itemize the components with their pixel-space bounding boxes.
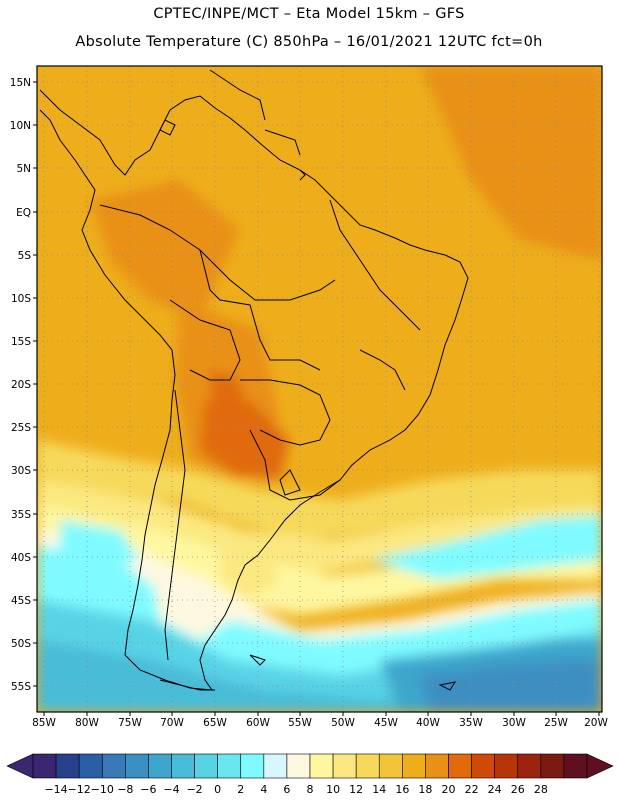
lon-label: 80W <box>75 717 99 729</box>
colorbar-labels: −14 −12 −10 −8 −6 −4 −2 0 2 4 6 8 10 12 14 16 18 20 22 24 26… <box>44 783 547 796</box>
lat-label: 55S <box>11 681 31 693</box>
colorbar-label: −4 <box>163 783 179 796</box>
lat-label: 10S <box>11 293 31 305</box>
colorbar-label: 14 <box>372 783 386 796</box>
colorbar-right-arrow <box>586 753 614 779</box>
colorbar-label: −10 <box>91 783 114 796</box>
lon-label: 65W <box>203 717 227 729</box>
colorbar-label: −12 <box>68 783 91 796</box>
temperature-field <box>37 66 602 712</box>
lon-label: 85W <box>32 717 56 729</box>
colorbar-label: 12 <box>349 783 363 796</box>
colorbar-swatch <box>494 753 519 779</box>
colorbar-label: 26 <box>511 783 525 796</box>
coastlines <box>39 69 469 691</box>
colorbar-swatch <box>148 753 172 779</box>
colorbar-swatch <box>309 753 334 779</box>
colorbar-label: 20 <box>442 783 456 796</box>
colorbar-swatch <box>263 753 288 779</box>
lon-label: 30W <box>502 717 526 729</box>
colorbar-label: −2 <box>186 783 202 796</box>
lon-label: 40W <box>416 717 440 729</box>
colorbar-label: 0 <box>214 783 221 796</box>
colorbar-label: 10 <box>326 783 340 796</box>
lat-label: 50S <box>11 638 31 650</box>
lat-label: 10N <box>10 120 31 132</box>
lat-label: EQ <box>16 207 31 219</box>
title-line-1: CPTEC/INPE/MCT – Eta Model 15km – GFS <box>153 6 465 22</box>
lon-label: 25W <box>544 717 568 729</box>
title-line-2: Absolute Temperature (C) 850hPa – 16/01/… <box>75 34 543 50</box>
colorbar-swatch <box>240 753 265 779</box>
longitude-ticks <box>43 712 600 716</box>
latitude-ticks <box>33 81 37 687</box>
colorbar-label: 16 <box>395 783 409 796</box>
colorbar-swatch <box>425 753 449 779</box>
colorbar-swatch <box>286 753 311 779</box>
colorbar-label: 28 <box>534 783 548 796</box>
colorbar-swatch <box>448 753 472 779</box>
colorbar-label: 18 <box>418 783 432 796</box>
lon-label: 20W <box>584 717 608 729</box>
colorbar-label: 8 <box>307 783 314 796</box>
colorbar-swatch <box>101 753 126 779</box>
colorbar-label: −8 <box>117 783 133 796</box>
lon-label: 45W <box>374 717 398 729</box>
graticule <box>37 66 602 712</box>
lat-label: 45S <box>11 595 31 607</box>
lat-label: 35S <box>11 509 31 521</box>
colorbar-label: 6 <box>283 783 290 796</box>
lon-label: 75W <box>118 717 142 729</box>
colorbar-swatch <box>471 753 495 779</box>
lat-label: 30S <box>11 465 31 477</box>
colorbar-label: −6 <box>140 783 156 796</box>
lon-label: 60W <box>246 717 270 729</box>
colorbar-swatch <box>194 753 218 779</box>
colorbar-left-arrow <box>6 753 34 779</box>
lon-label: 35W <box>459 717 483 729</box>
colorbar-swatch <box>563 753 588 779</box>
colorbar-swatch <box>540 753 565 779</box>
lat-label: 15N <box>10 77 31 89</box>
colorbar-swatch <box>125 753 149 779</box>
map-frame <box>36 65 603 713</box>
colorbar-swatch <box>78 753 103 779</box>
lat-label: 5N <box>16 163 31 175</box>
lat-label: 25S <box>11 422 31 434</box>
colorbar-swatch <box>355 753 380 779</box>
longitude-labels: 85W 80W 75W 70W 65W 60W 55W 50W 45W 40W … <box>32 717 608 729</box>
lat-label: 15S <box>11 336 31 348</box>
colorbar-label: −14 <box>44 783 67 796</box>
colorbar-label: 24 <box>488 783 502 796</box>
lat-label: 20S <box>11 379 31 391</box>
colorbar-swatch <box>171 753 195 779</box>
colorbar-swatch <box>55 753 80 779</box>
colorbar-label: 4 <box>260 783 267 796</box>
colorbar-swatch <box>332 753 357 779</box>
lon-label: 70W <box>160 717 184 729</box>
colorbar <box>6 753 614 779</box>
colorbar-swatch <box>32 753 57 779</box>
lat-label: 5S <box>18 250 32 262</box>
colorbar-swatch <box>378 753 403 779</box>
colorbar-swatch <box>517 753 542 779</box>
colorbar-swatch <box>402 753 426 779</box>
lat-label: 40S <box>11 552 31 564</box>
colorbar-swatch <box>217 753 242 779</box>
colorbar-label: 2 <box>237 783 244 796</box>
lon-label: 55W <box>288 717 312 729</box>
lon-label: 50W <box>331 717 355 729</box>
colorbar-label: 22 <box>465 783 479 796</box>
latitude-labels: 15N 10N 5N EQ 5S 10S 15S 20S 25S 30S 35S… <box>10 77 32 693</box>
